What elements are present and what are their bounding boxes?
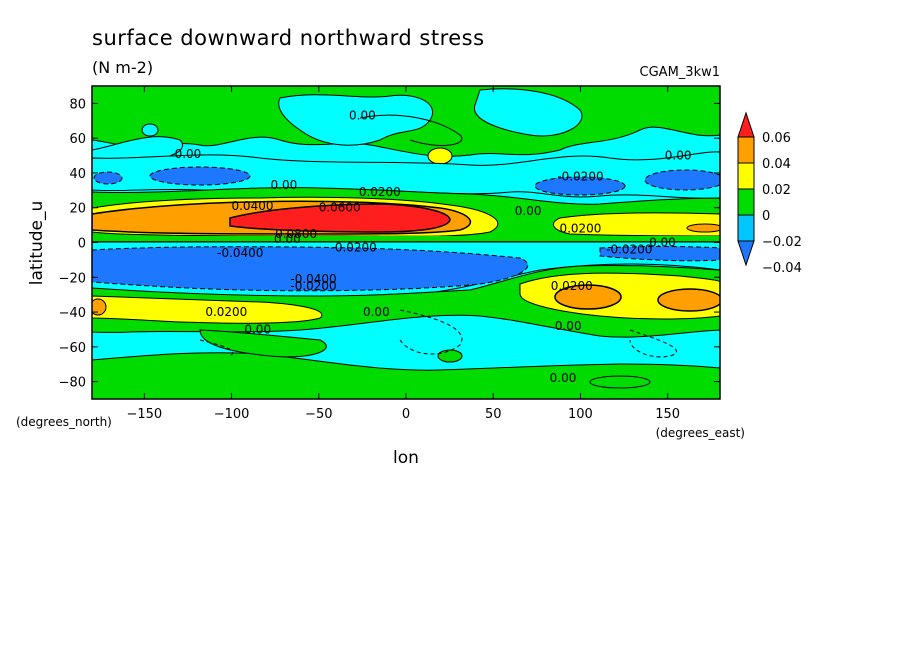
field-green-small-s <box>437 349 463 363</box>
contour-label: -0.0200 <box>606 242 652 256</box>
x-tick-label: 150 <box>655 407 680 422</box>
x-axis-label: lon <box>393 448 419 468</box>
field-blue-pacific-n <box>534 176 626 196</box>
contour-label: 0.00 <box>550 371 577 385</box>
field-green-far-south-2 <box>199 329 327 358</box>
x-axis-units: (degrees_east) <box>656 426 745 440</box>
y-axis-units: (degrees_north) <box>16 415 112 429</box>
contour-label: -0.0200 <box>557 169 603 183</box>
y-axis-label: latitude_u <box>27 201 47 286</box>
field-red-jet-n <box>229 203 451 233</box>
colorbar-segment <box>737 188 755 216</box>
contour-far-south <box>589 375 651 389</box>
y-tick-label: 40 <box>69 167 86 182</box>
contour-label: -0.0400 <box>217 246 263 260</box>
field-orange-wpac-n <box>686 223 720 233</box>
colorbar-extend-max <box>737 111 755 138</box>
field-blue-east-south <box>599 246 720 262</box>
contour-label: 0.00 <box>271 178 298 192</box>
contour-dashed-1 <box>399 309 463 355</box>
field-blue-west-edge <box>93 171 123 185</box>
contour-label: 0.00 <box>555 319 582 333</box>
contour-label: 0.0800 <box>275 227 317 241</box>
y-tick-label: 60 <box>69 132 86 147</box>
field-orange-south-pac-2 <box>657 288 720 312</box>
filled-contours <box>92 86 720 399</box>
chart-title: surface downward northward stress <box>92 26 485 50</box>
contour-label: 0.00 <box>175 147 202 161</box>
x-tick-label: 100 <box>568 407 593 422</box>
contour-label: 0.00 <box>665 149 692 163</box>
field-cyan-north-2 <box>474 88 583 137</box>
contour-label: -0.0200 <box>290 279 336 293</box>
colorbar-segment <box>737 162 755 190</box>
field-yellow-south-atl <box>92 295 323 324</box>
contour-label: 0.00 <box>349 109 376 123</box>
contour-label: 0.00 <box>649 236 676 250</box>
field-blue-south <box>92 246 529 292</box>
contour-label: -0.0400 <box>290 272 336 286</box>
x-tick-label: −50 <box>305 407 332 422</box>
field-cyan-small-n <box>141 123 159 137</box>
field-yellow-north-blob <box>427 147 453 165</box>
x-tick-label: −150 <box>126 407 162 422</box>
y-tick-label: 80 <box>69 97 86 112</box>
y-axis: −80 −60 −40 −20 0 20 40 60 80 <box>59 97 720 391</box>
colorbar-tick-label: 0.06 <box>762 131 791 146</box>
x-tick-label: 0 <box>402 407 410 422</box>
field-blue-pacific-ne <box>644 169 720 191</box>
colorbar-tick-label: 0.02 <box>762 183 791 198</box>
contour-label: 0.0600 <box>319 201 361 215</box>
contour-label: 0.0200 <box>559 222 601 236</box>
contour-label: 0.0200 <box>359 185 401 199</box>
colorbar-tick-label: 0 <box>762 209 770 224</box>
chart-subtitle: (N m-2) <box>92 58 153 77</box>
x-axis: −150 −100 −50 0 50 100 150 <box>126 86 680 422</box>
field-green-equator <box>92 236 720 242</box>
contour-label: 0.0400 <box>231 199 273 213</box>
y-tick-label: 0 <box>78 237 86 252</box>
x-tick-label: −100 <box>214 407 250 422</box>
x-tick-label: 50 <box>485 407 502 422</box>
colorbar: 0.06 0.04 0.02 0 −0.02 −0.04 <box>737 111 802 276</box>
y-tick-label: −60 <box>59 341 86 356</box>
contour-dashed-3 <box>199 339 233 357</box>
field-cyan-north-1 <box>278 94 433 146</box>
field-green-far-south <box>92 352 720 399</box>
contour-dashed-2 <box>629 329 677 358</box>
contour-label: 0.0200 <box>205 305 247 319</box>
contour-label: 0.00 <box>244 322 271 336</box>
colorbar-tick-label: −0.04 <box>762 261 802 276</box>
contour-label: -0.0200 <box>331 241 377 255</box>
colorbar-tick-label: −0.02 <box>762 235 802 250</box>
contour-solid-1 <box>359 114 463 146</box>
y-tick-label: −40 <box>59 306 86 321</box>
y-tick-label: 20 <box>69 202 86 217</box>
dataset-label: CGAM_3kw1 <box>640 65 720 80</box>
contour-label: 0.00 <box>274 232 301 246</box>
contour-label: 0.0200 <box>551 279 593 293</box>
colorbar-tick-label: 0.04 <box>762 157 791 172</box>
colorbar-segment <box>737 136 755 164</box>
field-orange-south-pac-1 <box>554 284 622 310</box>
contour-label: 0.00 <box>515 204 542 218</box>
y-tick-label: −20 <box>59 271 86 286</box>
field-blue-atlantic-n <box>149 166 251 186</box>
y-tick-label: −80 <box>59 376 86 391</box>
contour-label: 0.00 <box>363 305 390 319</box>
field-orange-south-west <box>92 298 107 316</box>
field-yellow-wpac-n <box>552 212 720 237</box>
colorbar-segment <box>737 214 755 242</box>
colorbar-extend-min <box>737 240 755 267</box>
